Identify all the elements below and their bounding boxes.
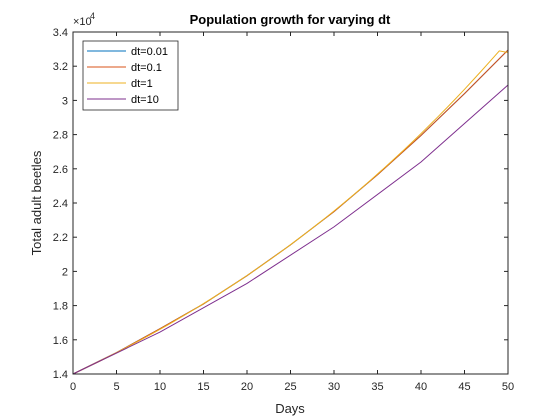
y-ticks: 1.4 1.6 1.8 2 2.2 2.4 2.6 2.8 3 3.2 3.4 bbox=[53, 27, 508, 381]
x-tick-label: 40 bbox=[415, 381, 427, 393]
series-line-3 bbox=[72, 84, 509, 375]
x-tick-label: 20 bbox=[241, 381, 253, 393]
series-layer bbox=[72, 49, 509, 375]
y-tick-label: 2.6 bbox=[53, 164, 68, 176]
x-tick-label: 30 bbox=[328, 381, 340, 393]
y-tick-label: 1.8 bbox=[53, 301, 68, 313]
x-ticks: 0 5 10 15 20 25 30 35 40 45 50 bbox=[70, 32, 514, 393]
x-tick-label: 5 bbox=[113, 381, 119, 393]
y-tick-label: 3 bbox=[62, 95, 68, 107]
y-tick-label: 2 bbox=[62, 266, 68, 278]
legend: dt=0.01 dt=0.1 dt=1 dt=10 bbox=[82, 40, 179, 111]
x-tick-label: 35 bbox=[371, 381, 383, 393]
y-tick-label: 3.2 bbox=[53, 61, 68, 73]
x-tick-label: 50 bbox=[502, 381, 514, 393]
y-tick-label: 2.4 bbox=[53, 198, 68, 210]
legend-label-0: dt=0.01 bbox=[131, 46, 168, 58]
x-axis-label: Days bbox=[275, 401, 305, 416]
y-tick-label: 1.4 bbox=[53, 369, 68, 381]
x-tick-label: 45 bbox=[458, 381, 470, 393]
chart-title: Population growth for varying dt bbox=[190, 12, 391, 27]
x-tick-label: 25 bbox=[284, 381, 296, 393]
y-tick-label: 2.2 bbox=[53, 232, 68, 244]
y-tick-label: 2.8 bbox=[53, 130, 68, 142]
legend-label-1: dt=0.1 bbox=[131, 62, 162, 74]
x-tick-label: 10 bbox=[154, 381, 166, 393]
y-exponent-base: ×10 bbox=[73, 16, 92, 28]
x-tick-label: 15 bbox=[197, 381, 209, 393]
x-tick-label: 0 bbox=[70, 381, 76, 393]
y-tick-label: 3.4 bbox=[53, 27, 68, 39]
series-line-2 bbox=[72, 50, 509, 375]
legend-label-3: dt=10 bbox=[131, 94, 159, 106]
y-tick-label: 1.6 bbox=[53, 335, 68, 347]
y-exponent-power: 4 bbox=[90, 11, 95, 21]
legend-label-2: dt=1 bbox=[131, 78, 153, 90]
y-axis-label: Total adult beetles bbox=[29, 150, 44, 255]
